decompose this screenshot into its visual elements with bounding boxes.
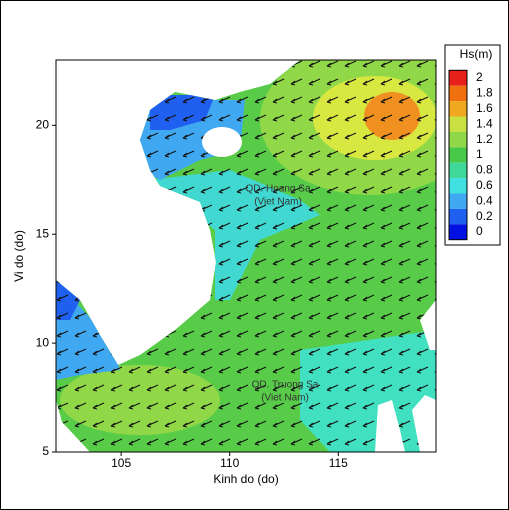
colorbar-tick-label: 1.4 — [476, 116, 493, 130]
annotation: (Viet Nam) — [261, 393, 309, 404]
y-tick-label: 5 — [42, 444, 49, 458]
plot-border — [55, 59, 437, 453]
y-axis-label: Vi do (do) — [12, 230, 26, 282]
colorbar-tick-label: 1.6 — [476, 101, 493, 115]
colorbar-tick-label: 0 — [476, 224, 483, 238]
y-tick-label: 15 — [36, 226, 50, 240]
colorbar-tick-label: 0.4 — [476, 193, 493, 207]
x-axis-label: Kinh do (do) — [213, 472, 278, 486]
colorbar-swatch — [449, 208, 467, 225]
x-tick-label: 115 — [329, 456, 348, 470]
colorbar-swatch — [449, 193, 467, 209]
colorbar-swatch — [449, 101, 467, 117]
annotation: QD. Hoang Sa — [245, 184, 310, 195]
colorbar-swatch — [449, 224, 467, 240]
y-tick-label: 10 — [36, 335, 50, 349]
colorbar-tick-label: 1.8 — [476, 86, 493, 100]
colorbar-tick-label: 0.6 — [476, 178, 493, 192]
colorbar-tick-label: 0.8 — [476, 163, 493, 177]
colorbar-tick-label: 2 — [476, 70, 483, 84]
colorbar-swatch — [449, 131, 467, 148]
colorbar-outline — [448, 69, 468, 241]
colorbar-tick-label: 1 — [476, 147, 483, 161]
y-tick-label: 20 — [36, 118, 50, 132]
colorbar-swatch — [449, 85, 467, 102]
colorbar-swatch — [449, 178, 467, 194]
colorbar-swatch — [449, 116, 467, 132]
colorbar-swatch — [449, 70, 467, 86]
colorbar-swatch — [449, 162, 467, 179]
colorbar-swatch — [449, 147, 467, 163]
x-tick-label: 105 — [111, 456, 131, 470]
annotation: (Viet Nam) — [254, 197, 302, 208]
annotation: QD. Truong Sa — [252, 380, 319, 391]
colorbar-tick-label: 1.2 — [476, 132, 493, 146]
colorbar-title: Hs(m) — [460, 47, 493, 61]
x-tick-label: 110 — [220, 456, 239, 470]
colorbar-tick-label: 0.2 — [476, 209, 493, 223]
